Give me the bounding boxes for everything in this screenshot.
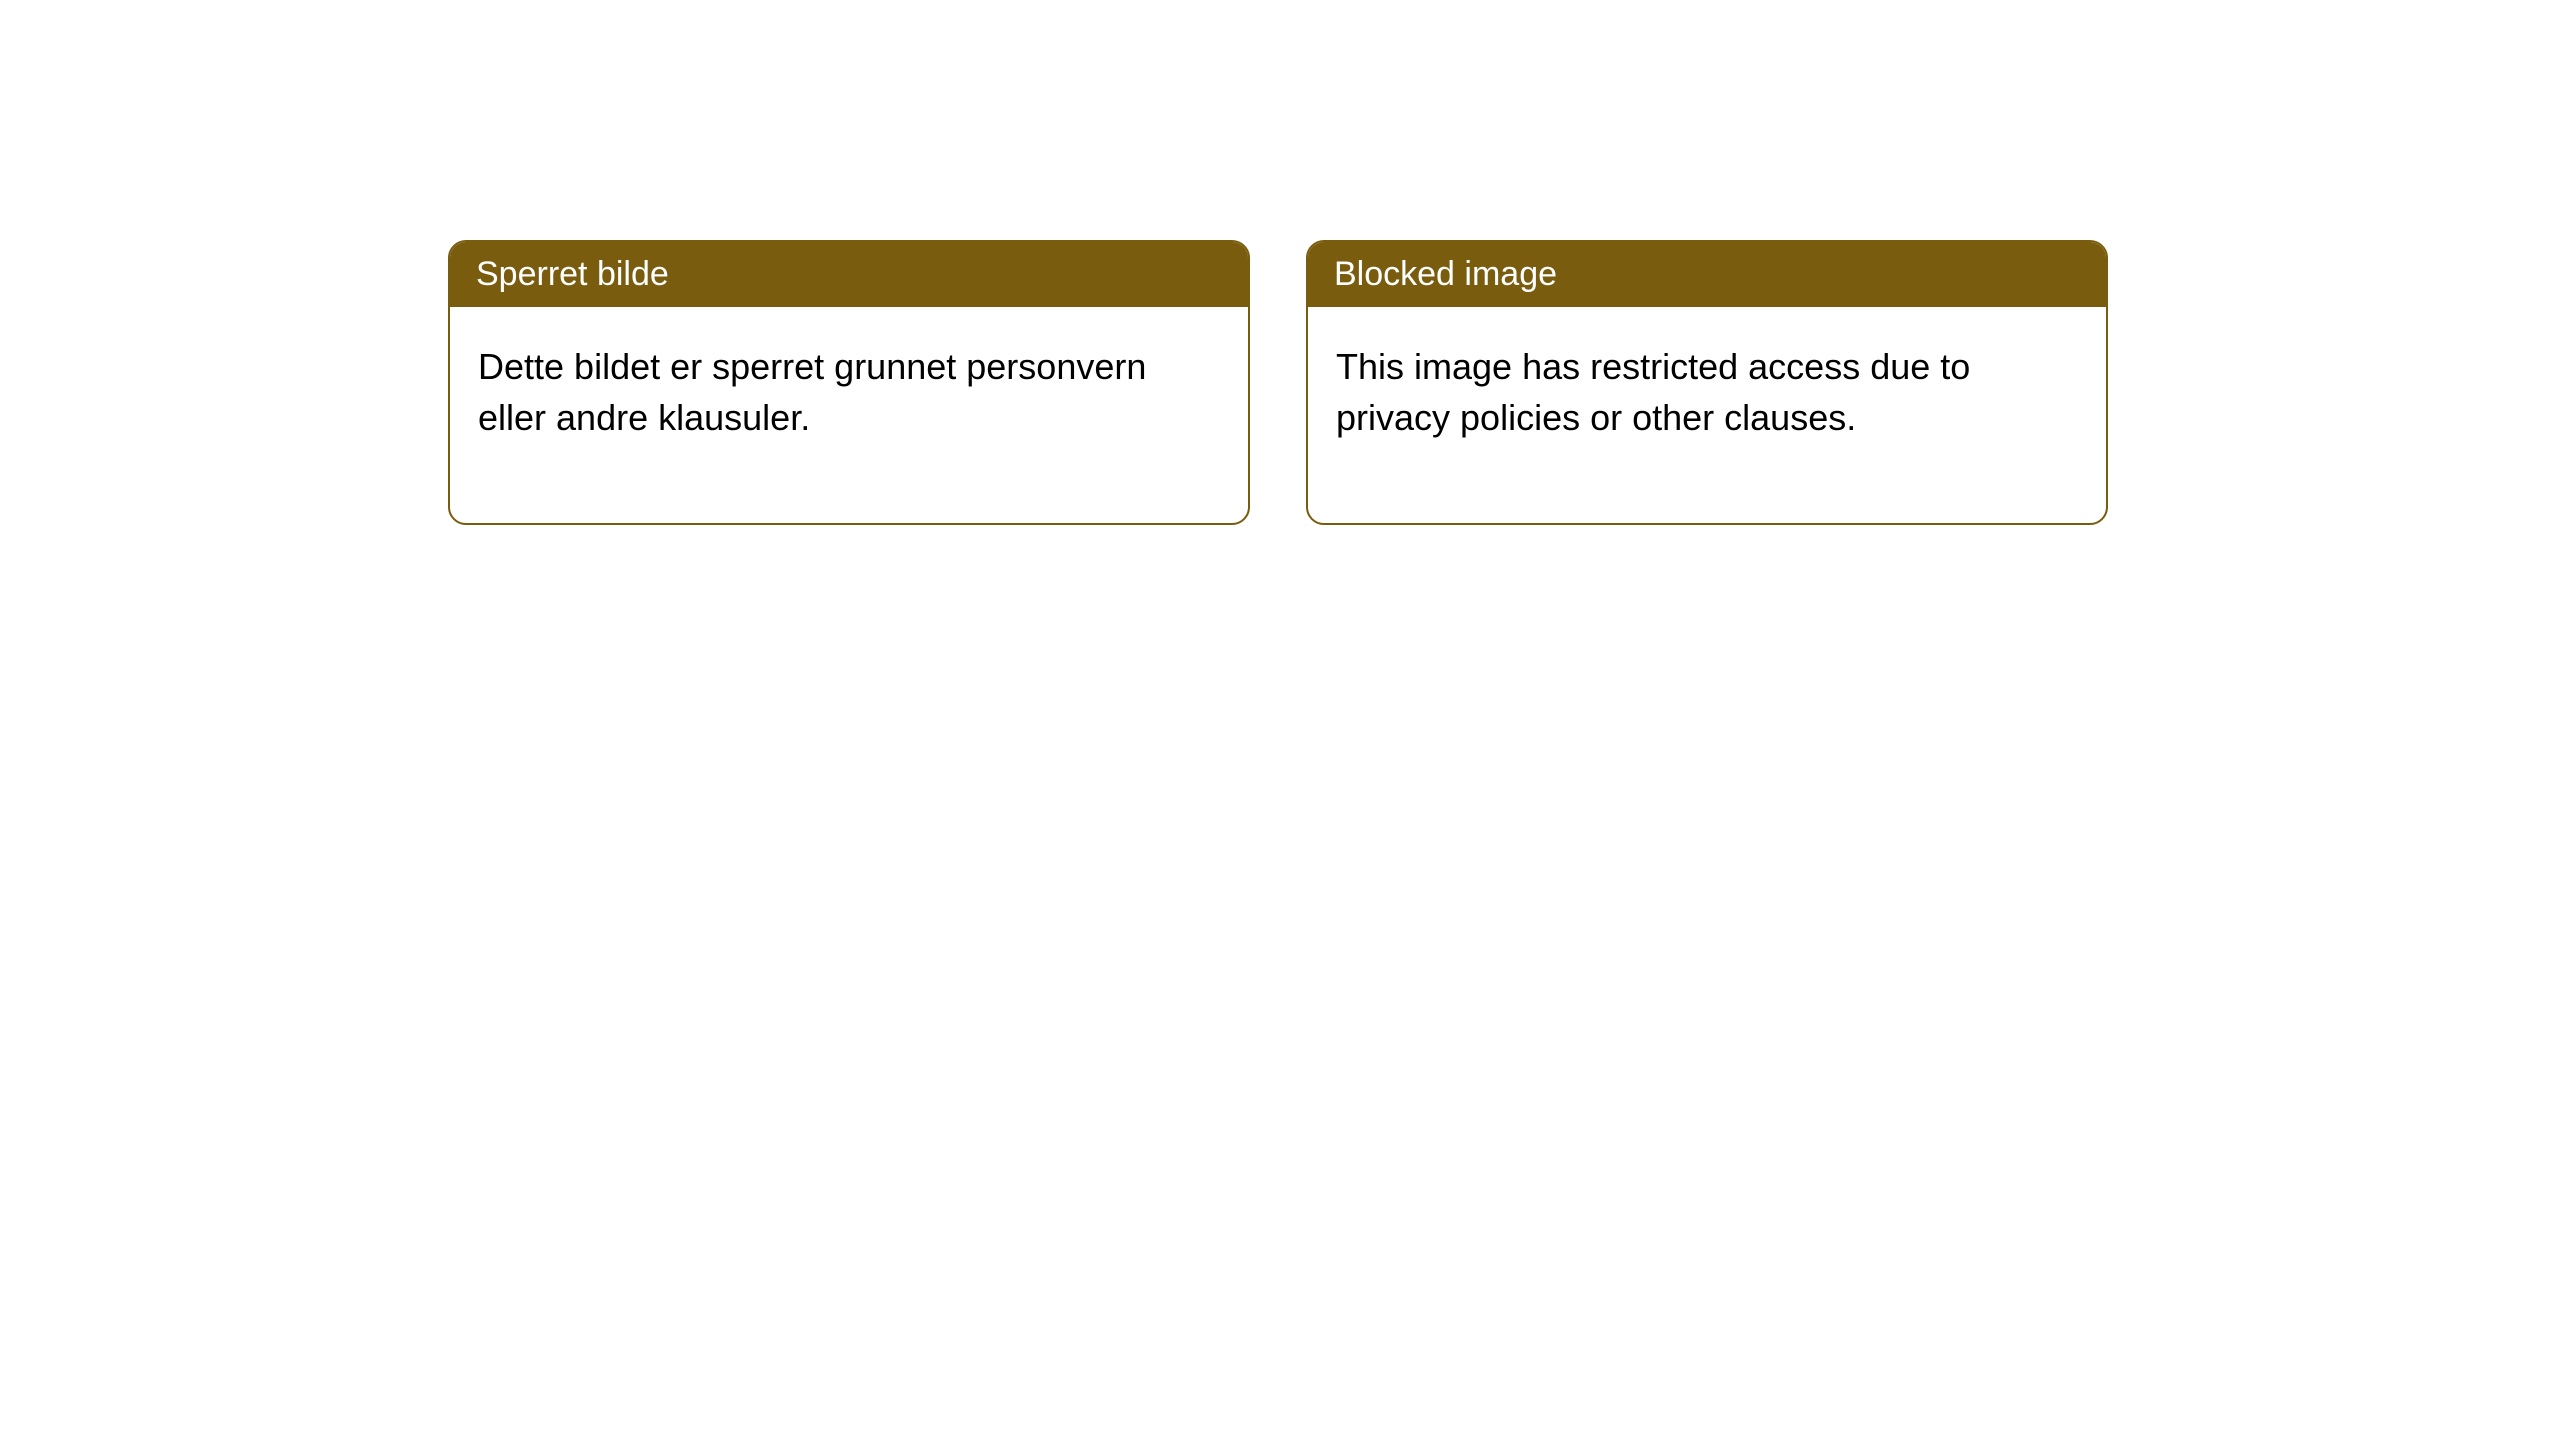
- notice-card-english: Blocked image This image has restricted …: [1306, 240, 2108, 525]
- notice-title: Blocked image: [1308, 242, 2106, 307]
- notice-title: Sperret bilde: [450, 242, 1248, 307]
- notice-body: Dette bildet er sperret grunnet personve…: [450, 307, 1248, 523]
- notice-body: This image has restricted access due to …: [1308, 307, 2106, 523]
- notice-card-norwegian: Sperret bilde Dette bildet er sperret gr…: [448, 240, 1250, 525]
- notice-container: Sperret bilde Dette bildet er sperret gr…: [448, 240, 2108, 525]
